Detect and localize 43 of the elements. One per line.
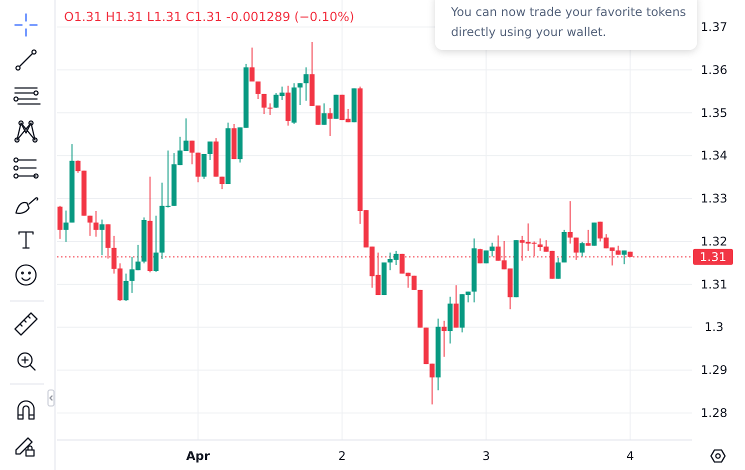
x-tick-label: Apr (186, 449, 210, 463)
candlestick (556, 257, 561, 280)
candlestick (250, 47, 255, 82)
candlestick (268, 102, 273, 116)
candlestick (154, 215, 159, 272)
candlestick (322, 102, 327, 126)
x-tick-label: 2 (338, 449, 346, 463)
annotation: O1.31 H1.31 L1.31 C1.31 -0.001289 (−0.10%) (64, 9, 354, 24)
candlestick (58, 205, 62, 240)
candlestick (580, 241, 585, 257)
candlestick (298, 82, 303, 106)
y-tick-label: 1.29 (700, 363, 728, 378)
candlestick (592, 222, 597, 246)
candlestick (586, 229, 591, 246)
candlestick (568, 200, 573, 244)
candlestick (64, 210, 69, 242)
candlestick (262, 93, 267, 115)
candlestick (256, 80, 261, 100)
y-tick-label: 1.28 (700, 406, 728, 420)
candlestick (88, 215, 93, 236)
candlestick (124, 273, 129, 302)
y-tick-label: 1.32 (700, 234, 728, 248)
y-tick-label: 1.34 (700, 148, 728, 163)
candlestick (220, 176, 225, 190)
candlestick (208, 141, 213, 160)
y-tick-label: 1.36 (700, 62, 728, 77)
y-tick-label: 1.3 (704, 320, 724, 334)
y-tick-label: 1.31 (700, 277, 728, 292)
candlestick (412, 275, 417, 290)
x-tick-label: 4 (626, 449, 634, 463)
candlestick (304, 66, 309, 102)
candlestick (100, 219, 105, 256)
x-tick-label: 3 (482, 449, 490, 463)
candlestick (94, 210, 99, 238)
candlestick (202, 153, 207, 180)
y-tick-label: 1.33 (700, 192, 728, 206)
candlestick (328, 108, 333, 136)
y-tick-label: 1.37 (700, 20, 728, 34)
annotation: You can now trade your favorite tokens directly using your wallet. (450, 5, 686, 39)
candlestick (190, 140, 195, 165)
candlestick (622, 250, 627, 265)
candlestick (442, 320, 447, 358)
y-tick-label: 1.35 (700, 106, 728, 120)
